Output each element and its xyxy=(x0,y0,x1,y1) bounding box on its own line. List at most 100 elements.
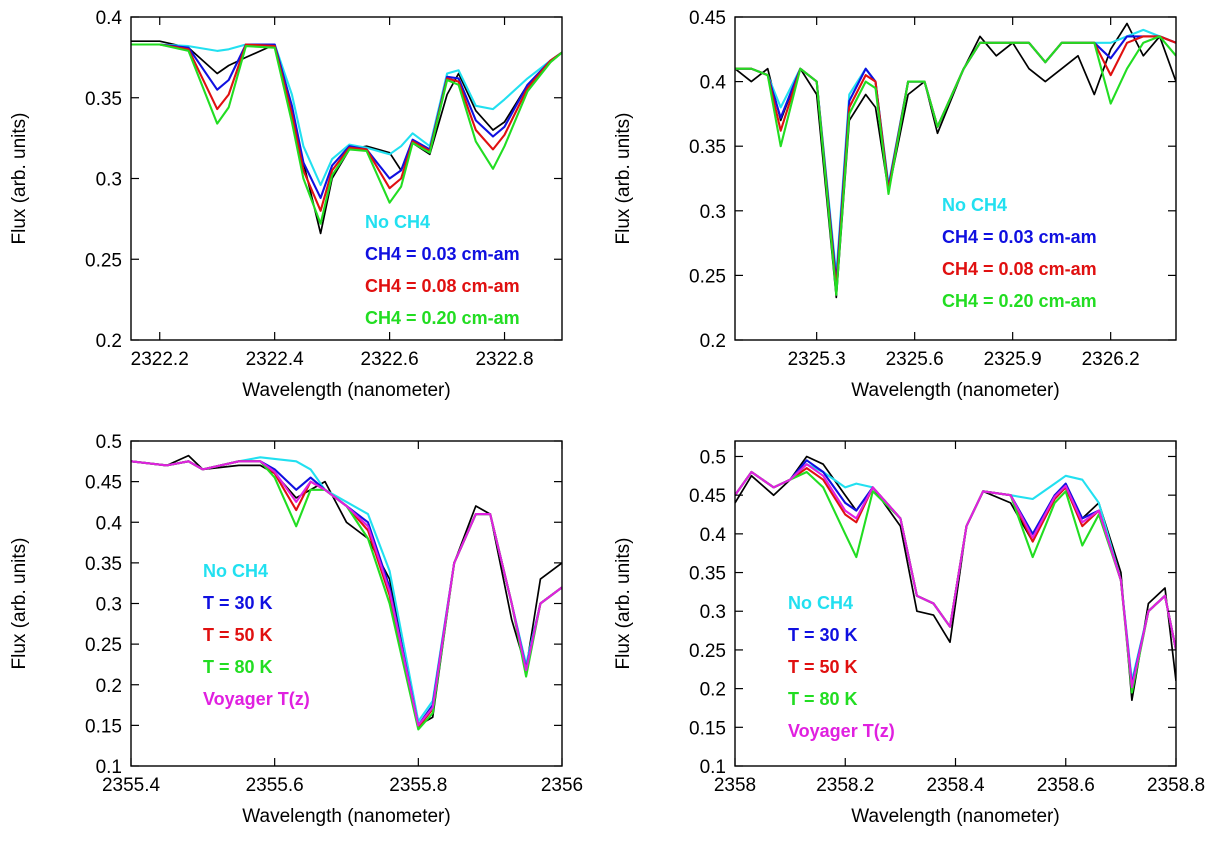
y-tick-label: 0.1 xyxy=(700,757,726,778)
series-line-4 xyxy=(131,43,562,225)
y-tick-label: 0.2 xyxy=(96,676,122,697)
y-axis-title: Flux (arb. units) xyxy=(9,113,30,245)
legend: No CH4 CH4 = 0.03 cm-am CH4 = 0.08 cm-am CH… xyxy=(942,195,1097,311)
y-tick-label: 0.15 xyxy=(85,716,122,737)
y-tick-label: 0.3 xyxy=(700,202,726,223)
legend-entry: CH4 = 0.08 cm-am xyxy=(365,276,520,296)
x-tick-label: 2358.4 xyxy=(926,775,985,796)
y-tick-label: 0.4 xyxy=(96,8,123,29)
y-tick-label: 0.25 xyxy=(689,266,726,287)
legend-entry: Voyager T(z) xyxy=(203,689,310,709)
y-axis-title: Flux (arb. units) xyxy=(9,538,30,670)
series-line-1 xyxy=(735,463,1176,682)
panel-3: 2355.4 2355.6 2355.8 2356 0.1 0.15 0.2 0.25 0.3 0… xyxy=(9,432,583,827)
y-tick-label: 0.1 xyxy=(96,757,122,778)
x-tick-label: 2325.9 xyxy=(984,349,1042,370)
legend-entry: Voyager T(z) xyxy=(788,721,895,741)
x-tick-label: 2358 xyxy=(714,775,756,796)
x-tick-label: 2358.2 xyxy=(816,775,874,796)
x-tick-label: 2355.4 xyxy=(102,775,161,796)
legend: No CH4 CH4 = 0.03 cm-am CH4 = 0.08 cm-am CH… xyxy=(365,212,520,328)
series-line-2 xyxy=(735,459,1176,686)
legend-entry: CH4 = 0.03 cm-am xyxy=(365,244,520,264)
x-tick-label: 2358.6 xyxy=(1037,775,1095,796)
x-tick-label: 2356 xyxy=(541,775,583,796)
series-line-1 xyxy=(131,456,562,723)
y-tick-label: 0.35 xyxy=(689,137,726,158)
plot-area xyxy=(131,40,562,235)
y-tick-label: 0.3 xyxy=(96,170,122,191)
legend-entry: T = 80 K xyxy=(203,657,273,677)
series-line-3 xyxy=(735,467,1176,690)
x-tick-label: 2358.8 xyxy=(1147,775,1205,796)
series-line-5 xyxy=(131,460,562,727)
y-axis-title: Flux (arb. units) xyxy=(613,538,634,670)
legend-entry: CH4 = 0.08 cm-am xyxy=(942,259,1097,279)
y-tick-label: 0.4 xyxy=(96,513,123,534)
x-tick-label: 2326.2 xyxy=(1082,349,1140,370)
x-tick-label: 2355.6 xyxy=(246,775,304,796)
y-tick-label: 0.4 xyxy=(700,525,727,546)
y-tick-label: 0.45 xyxy=(85,473,122,494)
series-line-0 xyxy=(131,40,562,235)
legend: No CH4 T = 30 K T = 50 K T = 80 K Voyager T(… xyxy=(788,593,895,741)
legend-entry: No CH4 xyxy=(203,561,268,581)
series-line-3 xyxy=(735,35,1176,290)
x-axis-title: Wavelength (nanometer) xyxy=(851,806,1059,827)
y-tick-label: 0.4 xyxy=(700,73,727,94)
x-tick-label: 2322.2 xyxy=(131,349,189,370)
x-axis-title: Wavelength (nanometer) xyxy=(242,806,450,827)
y-tick-label: 0.45 xyxy=(689,486,726,507)
y-tick-label: 0.25 xyxy=(85,635,122,656)
series-line-0 xyxy=(735,22,1176,299)
y-tick-label: 0.2 xyxy=(700,331,726,352)
panel-2: 2325.3 2325.6 2325.9 2326.2 0.2 0.25 0.3 0.35 0.… xyxy=(613,8,1177,401)
legend-entry: No CH4 xyxy=(788,593,853,613)
y-tick-label: 0.15 xyxy=(689,718,726,739)
series-line-0 xyxy=(131,454,562,727)
panel-1: 2322.2 2322.4 2322.6 2322.8 0.2 0.25 0.3 0.35 0.… xyxy=(9,8,563,401)
x-axis-title: Wavelength (nanometer) xyxy=(851,380,1059,401)
x-tick-label: 2322.4 xyxy=(246,349,305,370)
y-tick-label: 0.35 xyxy=(689,564,726,585)
x-tick-label: 2322.8 xyxy=(475,349,533,370)
y-tick-label: 0.3 xyxy=(96,595,122,616)
y-tick-label: 0.5 xyxy=(700,447,726,468)
legend-entry: T = 80 K xyxy=(788,689,858,709)
y-tick-label: 0.25 xyxy=(85,250,122,271)
series-line-0 xyxy=(735,455,1176,702)
series-line-3 xyxy=(131,43,562,212)
legend-entry: T = 50 K xyxy=(788,657,858,677)
y-tick-label: 0.25 xyxy=(689,641,726,662)
y-tick-label: 0.3 xyxy=(700,602,726,623)
y-tick-label: 0.45 xyxy=(689,8,726,29)
legend-entry: CH4 = 0.20 cm-am xyxy=(942,291,1097,311)
y-tick-label: 0.35 xyxy=(85,89,122,110)
legend-entry: CH4 = 0.20 cm-am xyxy=(365,308,520,328)
series-line-1 xyxy=(131,43,562,187)
legend-entry: No CH4 xyxy=(365,212,430,232)
y-tick-label: 0.2 xyxy=(700,680,726,701)
plot-area xyxy=(735,22,1176,299)
legend-entry: T = 30 K xyxy=(203,593,273,613)
x-tick-label: 2325.3 xyxy=(788,349,846,370)
legend: No CH4 T = 30 K T = 50 K T = 80 K Voyager T(… xyxy=(203,561,310,709)
x-tick-label: 2325.6 xyxy=(886,349,944,370)
y-tick-label: 0.5 xyxy=(96,432,122,453)
y-axis-title: Flux (arb. units) xyxy=(613,113,634,245)
x-tick-label: 2322.6 xyxy=(361,349,419,370)
series-line-5 xyxy=(735,463,1176,689)
legend-entry: T = 50 K xyxy=(203,625,273,645)
legend-entry: T = 30 K xyxy=(788,625,858,645)
legend-entry: No CH4 xyxy=(942,195,1007,215)
y-tick-label: 0.2 xyxy=(96,331,122,352)
y-tick-label: 0.35 xyxy=(85,554,122,575)
series-line-4 xyxy=(735,35,1176,296)
x-axis-title: Wavelength (nanometer) xyxy=(242,380,450,401)
plot-area xyxy=(735,455,1176,702)
x-tick-label: 2355.8 xyxy=(389,775,447,796)
panel-4: 2358 2358.2 2358.4 2358.6 2358.8 0.1 0.15 0.2 0.… xyxy=(613,440,1205,827)
legend-entry: CH4 = 0.03 cm-am xyxy=(942,227,1097,247)
plot-frame xyxy=(130,440,563,767)
